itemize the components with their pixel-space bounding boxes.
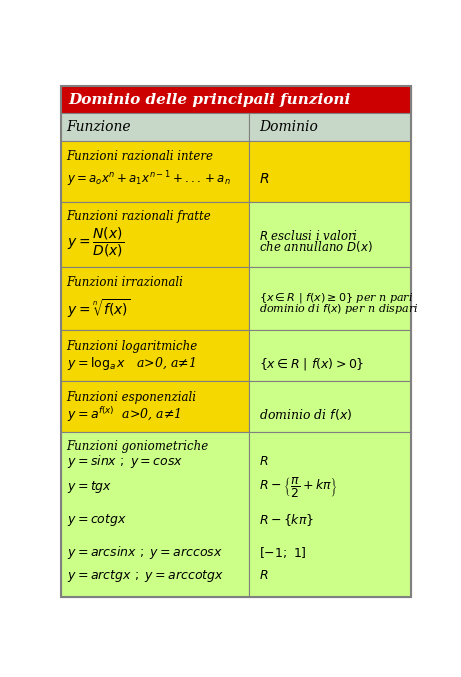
- Text: $\mathit{R}$: $\mathit{R}$: [259, 569, 269, 582]
- Text: $y=arcsinx\ ;\ y=arccosx$: $y=arcsinx\ ;\ y=arccosx$: [66, 544, 222, 561]
- Bar: [248, 267, 411, 330]
- Bar: [248, 113, 411, 141]
- Text: Funzioni esponenziali: Funzioni esponenziali: [66, 391, 196, 403]
- Text: Dominio: Dominio: [259, 120, 318, 134]
- Bar: [248, 141, 411, 202]
- Bar: [61, 87, 411, 113]
- Text: $y=tgx$: $y=tgx$: [66, 479, 112, 495]
- Text: $\{x \in R\ |\ f(x) \geq 0\}$ per n pari: $\{x \in R\ |\ f(x) \geq 0\}$ per n pari: [259, 290, 414, 305]
- Text: $\mathit{R}$: $\mathit{R}$: [259, 455, 269, 468]
- Text: $y = \dfrac{N(x)}{D(x)}$: $y = \dfrac{N(x)}{D(x)}$: [66, 225, 124, 259]
- Bar: [61, 381, 248, 433]
- Text: $\mathit{R}$ esclusi i valori: $\mathit{R}$ esclusi i valori: [259, 229, 358, 243]
- Text: $y=cotgx$: $y=cotgx$: [66, 512, 126, 528]
- Text: $\{x \in R\ |\ f(x) > 0\}$: $\{x \in R\ |\ f(x) > 0\}$: [259, 355, 365, 372]
- Bar: [248, 330, 411, 381]
- Text: dominio di $f(x)$: dominio di $f(x)$: [259, 407, 353, 422]
- Bar: [61, 141, 248, 202]
- Text: Funzione: Funzione: [66, 120, 131, 134]
- Bar: [61, 202, 248, 267]
- Text: $y=sinx\ ;\ y=cosx$: $y=sinx\ ;\ y=cosx$: [66, 453, 183, 470]
- Text: $y=arctgx\ ;\ y=arccotgx$: $y=arctgx\ ;\ y=arccotgx$: [66, 568, 224, 584]
- Text: $R - \{k\pi\}$: $R - \{k\pi\}$: [259, 512, 314, 528]
- Text: Funzioni irrazionali: Funzioni irrazionali: [66, 276, 183, 288]
- Bar: [248, 433, 411, 597]
- Text: Funzioni razionali intere: Funzioni razionali intere: [66, 150, 213, 163]
- Text: che annullano $D(x)$: che annullano $D(x)$: [259, 239, 373, 254]
- Text: Funzioni logaritmiche: Funzioni logaritmiche: [66, 340, 198, 353]
- Bar: [248, 202, 411, 267]
- Text: Funzioni goniometriche: Funzioni goniometriche: [66, 440, 209, 453]
- Text: $y = a_o x^n + a_1 x^{n-1} + ...+ a_n$: $y = a_o x^n + a_1 x^{n-1} + ...+ a_n$: [66, 169, 230, 189]
- Text: $y = a^{f(x)}\ $ a>0, a≠1: $y = a^{f(x)}\ $ a>0, a≠1: [66, 405, 181, 424]
- Text: Dominio delle principali funzioni: Dominio delle principali funzioni: [68, 93, 351, 107]
- Text: Funzioni razionali fratte: Funzioni razionali fratte: [66, 210, 211, 223]
- Text: $[-1;\ 1]$: $[-1;\ 1]$: [259, 545, 307, 561]
- Text: $y = \log_a x\ \ $ a>0, a≠1: $y = \log_a x\ \ $ a>0, a≠1: [66, 355, 195, 372]
- Bar: [61, 267, 248, 330]
- Bar: [248, 381, 411, 433]
- Bar: [61, 330, 248, 381]
- Text: $\mathit{R}$: $\mathit{R}$: [259, 172, 270, 185]
- Bar: [61, 113, 248, 141]
- Bar: [61, 433, 248, 597]
- Text: dominio di $f(x)$ per n dispari: dominio di $f(x)$ per n dispari: [259, 302, 419, 316]
- Text: $R - \left\{\dfrac{\pi}{2} + k\pi\right\}$: $R - \left\{\dfrac{\pi}{2} + k\pi\right\…: [259, 475, 338, 499]
- Text: $y = \sqrt[n]{f(x)}$: $y = \sqrt[n]{f(x)}$: [66, 297, 130, 320]
